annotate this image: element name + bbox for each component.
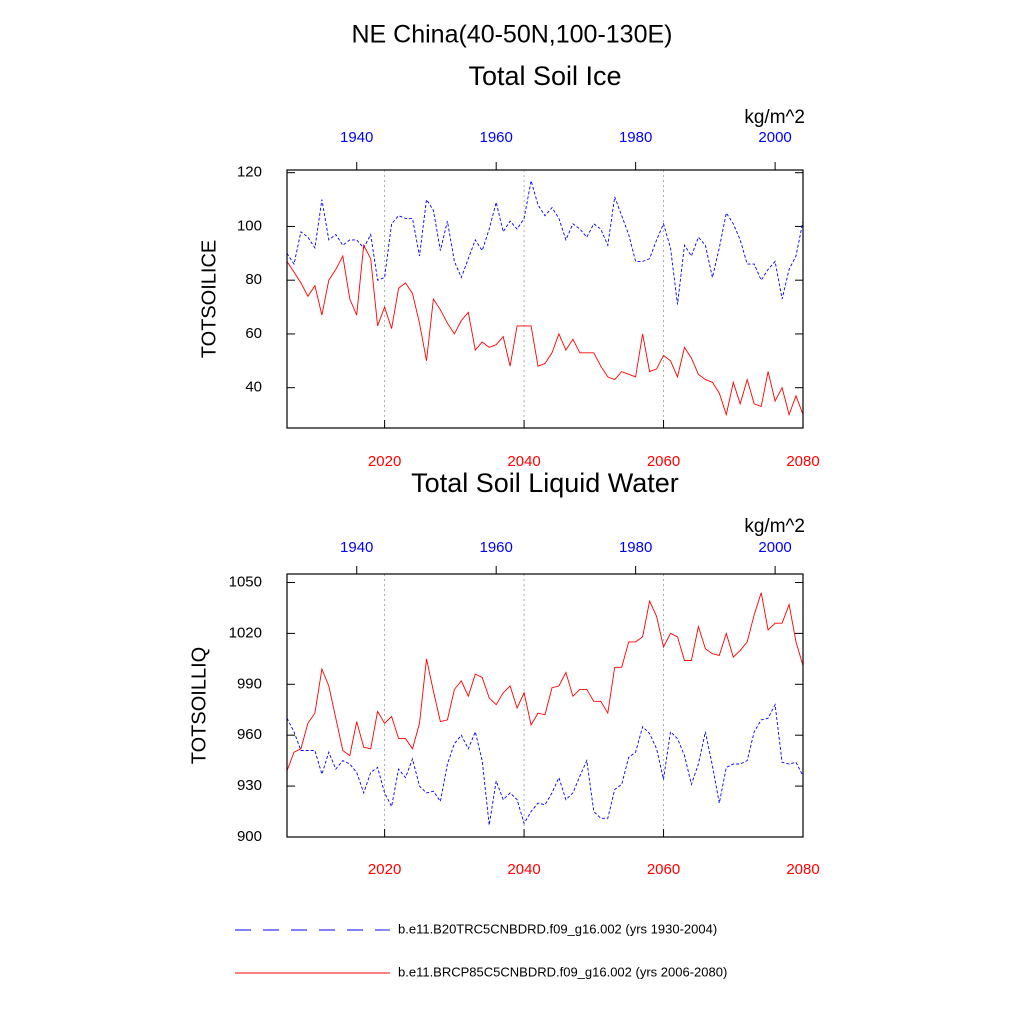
legend-label: b.e11.BRCP85C5CNBDRD.f09_g16.002 (yrs 20…	[398, 964, 727, 979]
series-line	[287, 243, 803, 417]
y-tick-label: 40	[245, 379, 262, 396]
y-tick-label: 960	[237, 726, 262, 743]
y-tick-label: 100	[237, 217, 262, 234]
y-tick-label: 120	[237, 164, 262, 181]
x-tick-label: 2020	[368, 453, 401, 470]
x-tick-label: 2060	[647, 861, 680, 878]
series-line	[287, 592, 803, 771]
units-label: kg/m^2	[744, 107, 805, 128]
y-axis-label: TOTSOILICE	[198, 240, 220, 359]
x-tick-label: 2080	[786, 861, 819, 878]
x2-tick-label: 1940	[340, 539, 373, 556]
x2-tick-label: 1980	[619, 539, 652, 556]
x-tick-label: 2060	[647, 453, 680, 470]
panel-title: Total Soil Liquid Water	[411, 468, 679, 498]
series-line	[287, 180, 803, 305]
y-tick-label: 80	[245, 271, 262, 288]
y-tick-label: 990	[237, 675, 262, 692]
series-line	[287, 703, 803, 826]
x2-tick-label: 1940	[340, 129, 373, 146]
y-tick-label: 1050	[229, 573, 262, 590]
x2-tick-label: 1980	[619, 129, 652, 146]
x2-tick-label: 1960	[480, 539, 513, 556]
x2-tick-label: 2000	[758, 129, 791, 146]
y-tick-label: 930	[237, 777, 262, 794]
units-label: kg/m^2	[744, 516, 805, 537]
legend-label: b.e11.B20TRC5CNBDRD.f09_g16.002 (yrs 193…	[398, 921, 717, 936]
x-tick-label: 2040	[507, 453, 540, 470]
plot-frame	[286, 169, 804, 429]
main-title: NE China(40-50N,100-130E)	[351, 21, 672, 49]
plot-frame	[286, 573, 804, 838]
x2-tick-label: 1960	[480, 129, 513, 146]
panel-title: Total Soil Ice	[468, 61, 621, 91]
y-tick-label: 900	[237, 828, 262, 845]
y-axis-label: TOTSOILLIQ	[188, 647, 210, 764]
x-tick-label: 2020	[368, 861, 401, 878]
y-tick-label: 60	[245, 325, 262, 342]
y-tick-label: 1020	[229, 624, 262, 641]
x2-tick-label: 2000	[758, 539, 791, 556]
x-tick-label: 2080	[786, 453, 819, 470]
x-tick-label: 2040	[507, 861, 540, 878]
